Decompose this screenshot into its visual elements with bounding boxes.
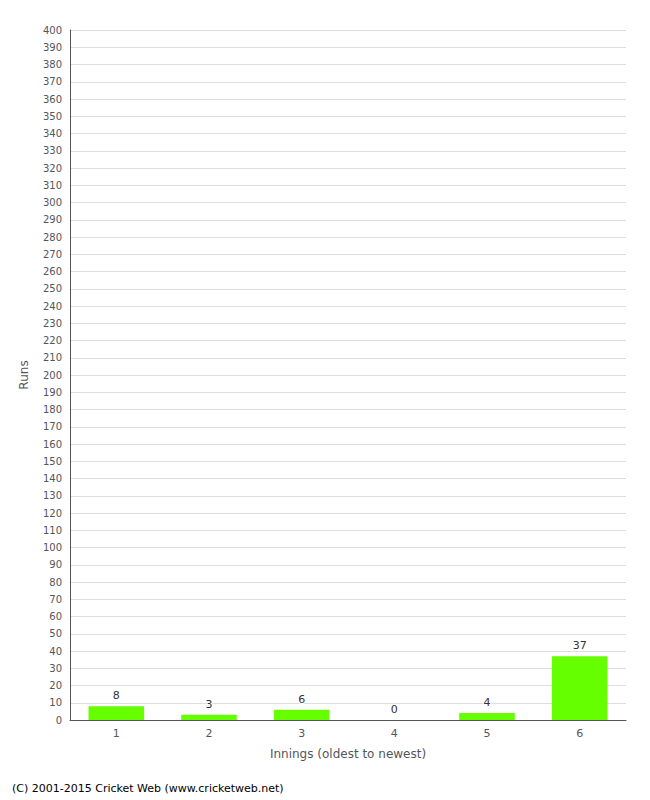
svg-text:1: 1	[113, 727, 120, 740]
svg-text:320: 320	[43, 163, 62, 174]
svg-text:0: 0	[391, 703, 398, 716]
svg-text:260: 260	[43, 266, 62, 277]
svg-text:290: 290	[43, 214, 62, 225]
svg-text:270: 270	[43, 249, 62, 260]
svg-text:120: 120	[43, 508, 62, 519]
svg-text:330: 330	[43, 145, 62, 156]
svg-text:360: 360	[43, 94, 62, 105]
svg-text:170: 170	[43, 421, 62, 432]
svg-text:250: 250	[43, 283, 62, 294]
svg-text:100: 100	[43, 542, 62, 553]
svg-text:5: 5	[484, 727, 491, 740]
svg-text:230: 230	[43, 318, 62, 329]
svg-text:30: 30	[49, 663, 62, 674]
svg-text:8: 8	[113, 689, 120, 702]
svg-text:340: 340	[43, 128, 62, 139]
svg-text:370: 370	[43, 76, 62, 87]
svg-text:50: 50	[49, 628, 62, 639]
svg-text:20: 20	[49, 680, 62, 691]
svg-text:70: 70	[49, 594, 62, 605]
svg-text:10: 10	[49, 697, 62, 708]
svg-text:190: 190	[43, 387, 62, 398]
svg-text:4: 4	[484, 696, 491, 709]
svg-text:110: 110	[43, 525, 62, 536]
svg-text:130: 130	[43, 490, 62, 501]
svg-text:60: 60	[49, 611, 62, 622]
svg-text:2: 2	[206, 727, 213, 740]
svg-text:6: 6	[298, 693, 305, 706]
svg-text:37: 37	[573, 639, 587, 652]
svg-text:Innings (oldest to newest): Innings (oldest to newest)	[270, 747, 426, 761]
svg-text:350: 350	[43, 111, 62, 122]
svg-text:160: 160	[43, 439, 62, 450]
svg-text:3: 3	[298, 727, 305, 740]
svg-text:240: 240	[43, 301, 62, 312]
svg-text:220: 220	[43, 335, 62, 346]
svg-text:4: 4	[391, 727, 398, 740]
svg-text:40: 40	[49, 646, 62, 657]
svg-text:6: 6	[576, 727, 583, 740]
svg-text:140: 140	[43, 473, 62, 484]
svg-text:210: 210	[43, 352, 62, 363]
svg-text:180: 180	[43, 404, 62, 415]
svg-text:300: 300	[43, 197, 62, 208]
svg-text:Runs: Runs	[17, 360, 31, 389]
svg-text:80: 80	[49, 577, 62, 588]
svg-text:390: 390	[43, 42, 62, 53]
svg-text:280: 280	[43, 232, 62, 243]
svg-text:0: 0	[56, 715, 62, 726]
svg-text:310: 310	[43, 180, 62, 191]
svg-text:150: 150	[43, 456, 62, 467]
svg-text:(C) 2001-2015 Cricket Web (www: (C) 2001-2015 Cricket Web (www.cricketwe…	[12, 782, 284, 795]
svg-text:200: 200	[43, 370, 62, 381]
svg-text:90: 90	[49, 559, 62, 570]
svg-text:380: 380	[43, 59, 62, 70]
svg-text:3: 3	[206, 698, 213, 711]
svg-text:400: 400	[43, 25, 62, 36]
